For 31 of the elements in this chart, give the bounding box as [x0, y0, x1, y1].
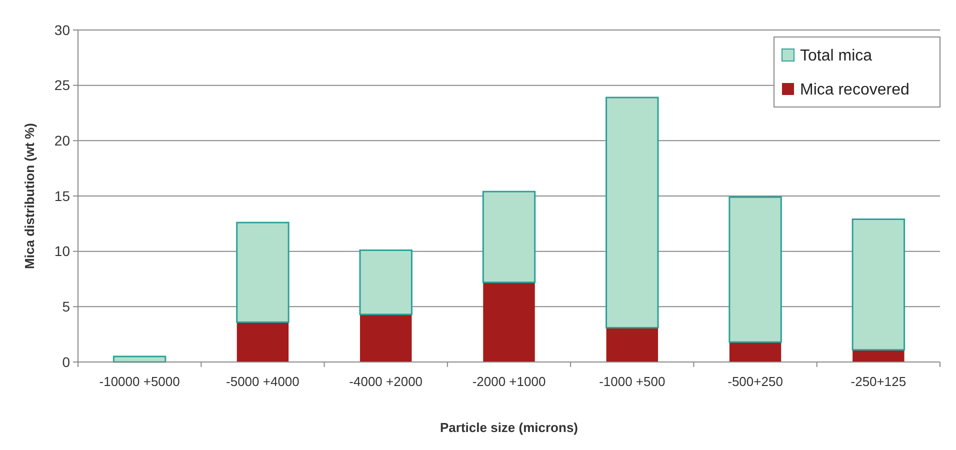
bar: [482, 190, 536, 284]
bar: [728, 196, 782, 343]
x-tick-label: -250+125: [850, 374, 906, 389]
bar: [852, 350, 904, 362]
y-tick-label: 20: [54, 132, 70, 149]
y-axis-title: Mica distribution (wt %): [22, 123, 37, 269]
y-tick-label: 10: [54, 243, 70, 260]
x-tick-label: -5000 +4000: [226, 374, 300, 389]
bar: [112, 356, 166, 363]
bar: [606, 96, 659, 328]
x-tick-label: -500+250: [728, 374, 783, 389]
bar: [360, 314, 412, 362]
x-tick-label: -1000 +500: [599, 374, 666, 389]
bar: [852, 218, 906, 351]
y-tick-label: 25: [54, 77, 70, 94]
y-tick-label: 0: [62, 354, 70, 370]
bar: [483, 282, 535, 362]
bar: [236, 322, 289, 362]
y-tick-label: 30: [54, 22, 70, 38]
x-tick-label: -10000 +5000: [99, 374, 180, 389]
x-tick-label: -4000 +2000: [349, 374, 423, 389]
bar: [236, 222, 290, 323]
legend-label: Mica recovered: [800, 82, 910, 99]
legend-label: Total mica: [800, 48, 872, 65]
bar: [729, 342, 782, 362]
bar: [359, 249, 412, 316]
y-tick-label: 15: [54, 188, 70, 204]
x-axis-title: Particle size (microns): [440, 420, 578, 435]
bar: [606, 328, 658, 362]
y-tick-label: 5: [62, 298, 70, 315]
x-tick-label: -2000 +1000: [472, 374, 546, 389]
